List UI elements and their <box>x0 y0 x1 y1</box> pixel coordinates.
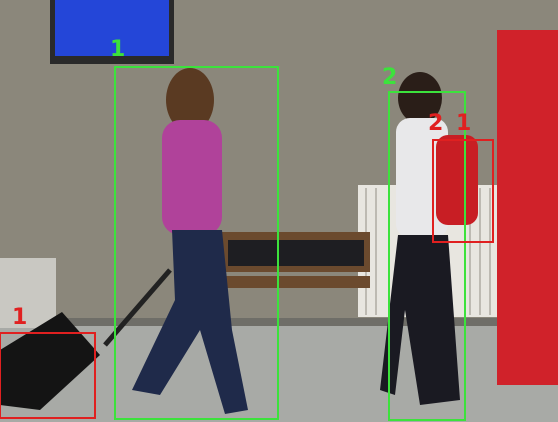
box-label: 1 <box>110 37 125 62</box>
bench-seat <box>222 276 370 288</box>
scene: 1 2 2 1 1 <box>0 0 558 422</box>
box-label: 1 <box>12 305 27 330</box>
occluder <box>497 30 558 385</box>
box-label: 2 <box>382 65 397 90</box>
left-unit <box>0 258 56 328</box>
box-label: 2 <box>428 111 443 136</box>
bench-mesh <box>228 240 364 266</box>
box-label: 1 <box>456 111 471 136</box>
